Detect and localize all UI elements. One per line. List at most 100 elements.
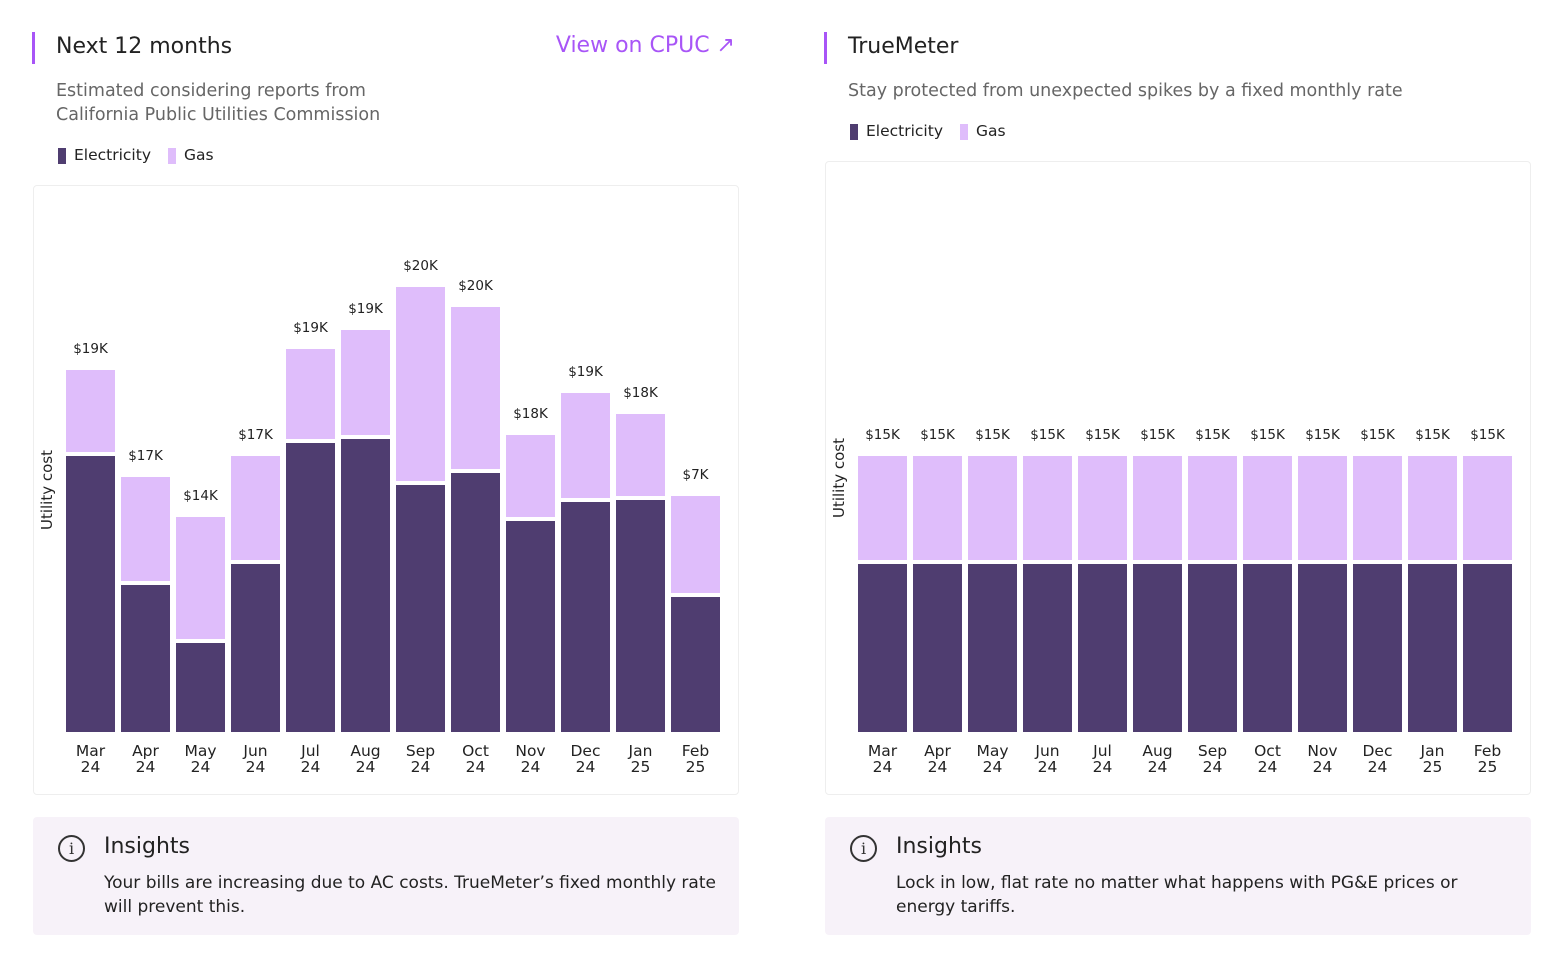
x-tick-label: Apr 24 bbox=[132, 742, 159, 776]
legend-label: Electricity bbox=[866, 122, 943, 140]
total-label: $15K bbox=[1030, 426, 1065, 443]
bar-segment bbox=[451, 307, 500, 470]
bar-segment bbox=[858, 455, 907, 561]
total-label: $19K bbox=[293, 320, 328, 337]
x-tick-label: Jul 24 bbox=[1092, 742, 1113, 776]
total-label: $15K bbox=[1470, 426, 1505, 443]
x-tick-label: Nov 24 bbox=[515, 742, 546, 776]
x-tick-label: Oct 24 bbox=[1254, 742, 1281, 776]
chart-card bbox=[33, 185, 739, 795]
bar-segment bbox=[176, 642, 225, 732]
x-tick-label: Mar 24 bbox=[867, 742, 898, 776]
x-tick-label: Dec 24 bbox=[570, 742, 601, 776]
bar-segment bbox=[286, 349, 335, 439]
chart-title: Next 12 months bbox=[56, 34, 233, 59]
bar-segment bbox=[1463, 564, 1512, 732]
bar-segment bbox=[66, 455, 115, 732]
accent-bar bbox=[824, 32, 827, 64]
x-tick-label: Feb 25 bbox=[1473, 742, 1502, 776]
chart-title: TrueMeter bbox=[848, 34, 959, 59]
y-axis-label: Utility cost bbox=[830, 437, 848, 519]
bar-segment bbox=[616, 499, 665, 732]
bar-segment bbox=[286, 442, 335, 732]
total-label: $15K bbox=[1140, 426, 1175, 443]
bar-segment bbox=[913, 564, 962, 732]
total-label: $15K bbox=[865, 426, 900, 443]
bar-segment bbox=[561, 393, 610, 498]
bar-segment bbox=[1188, 455, 1237, 561]
total-label: $17K bbox=[238, 426, 273, 443]
info-icon: i bbox=[850, 835, 877, 862]
total-label: $20K bbox=[403, 257, 438, 274]
total-label: $15K bbox=[1360, 426, 1395, 443]
bar-segment bbox=[506, 520, 555, 732]
x-tick-label: Aug 24 bbox=[350, 742, 381, 776]
total-label: $19K bbox=[568, 364, 603, 381]
bar-segment bbox=[121, 476, 170, 582]
legend-swatch bbox=[168, 148, 176, 164]
bar-segment bbox=[968, 455, 1017, 561]
link[interactable]: View on CPUC ↗ bbox=[555, 33, 735, 58]
bar-segment bbox=[231, 455, 280, 561]
bar-segment bbox=[1078, 455, 1127, 561]
bar-segment bbox=[341, 330, 390, 435]
bar-segment bbox=[1408, 455, 1457, 561]
x-tick-label: Mar 24 bbox=[75, 742, 106, 776]
bar-segment bbox=[231, 564, 280, 732]
bar-segment bbox=[1408, 564, 1457, 732]
total-label: $15K bbox=[1195, 426, 1230, 443]
bar-segment bbox=[341, 438, 390, 732]
x-tick-label: Oct 24 bbox=[462, 742, 489, 776]
bar-segment bbox=[396, 484, 445, 732]
total-label: $7K bbox=[682, 466, 709, 483]
total-label: $19K bbox=[348, 301, 383, 318]
bar-segment bbox=[1133, 564, 1182, 732]
x-tick-label: May 24 bbox=[184, 742, 217, 776]
total-label: $15K bbox=[1415, 426, 1450, 443]
insight-box bbox=[33, 817, 739, 935]
bar-segment bbox=[1463, 455, 1512, 561]
x-tick-label: Jan 25 bbox=[628, 742, 653, 776]
bar-segment bbox=[1353, 564, 1402, 732]
total-label: $14K bbox=[183, 487, 218, 504]
bar-segment bbox=[1353, 455, 1402, 561]
bar-segment bbox=[1078, 564, 1127, 732]
chart-card bbox=[825, 161, 1531, 795]
total-label: $17K bbox=[128, 447, 163, 464]
legend-swatch bbox=[960, 124, 968, 140]
bar-segment bbox=[671, 495, 720, 593]
x-tick-label: Dec 24 bbox=[1362, 742, 1393, 776]
info-icon: i bbox=[58, 835, 85, 862]
total-label: $15K bbox=[975, 426, 1010, 443]
subtitle: Estimated considering reports from Calif… bbox=[56, 81, 381, 125]
x-tick-label: Jun 24 bbox=[1035, 742, 1060, 776]
bar-segment bbox=[1023, 564, 1072, 732]
bar-segment bbox=[1243, 455, 1292, 561]
bar-segment bbox=[616, 414, 665, 496]
x-tick-label: Apr 24 bbox=[924, 742, 951, 776]
bar-segment bbox=[561, 501, 610, 732]
legend-swatch bbox=[850, 124, 858, 140]
x-tick-label: Jul 24 bbox=[300, 742, 321, 776]
bar-segment bbox=[396, 286, 445, 481]
insight-text: Lock in low, flat rate no matter what ha… bbox=[896, 873, 1458, 917]
insight-box bbox=[825, 817, 1531, 935]
bar-segment bbox=[671, 596, 720, 732]
total-label: $15K bbox=[1085, 426, 1120, 443]
total-label: $19K bbox=[73, 341, 108, 358]
total-label: $15K bbox=[1250, 426, 1285, 443]
bar-segment bbox=[968, 564, 1017, 732]
legend-label: Gas bbox=[976, 122, 1006, 140]
total-label: $20K bbox=[458, 278, 493, 295]
x-tick-label: May 24 bbox=[976, 742, 1009, 776]
bar-segment bbox=[1243, 564, 1292, 732]
legend-label: Gas bbox=[184, 146, 214, 164]
bar-segment bbox=[66, 370, 115, 452]
total-label: $18K bbox=[623, 385, 658, 402]
bar-segment bbox=[1188, 564, 1237, 732]
accent-bar bbox=[32, 32, 35, 64]
legend-swatch bbox=[58, 148, 66, 164]
x-tick-label: Jun 24 bbox=[243, 742, 268, 776]
x-tick-label: Sep 24 bbox=[405, 742, 436, 776]
